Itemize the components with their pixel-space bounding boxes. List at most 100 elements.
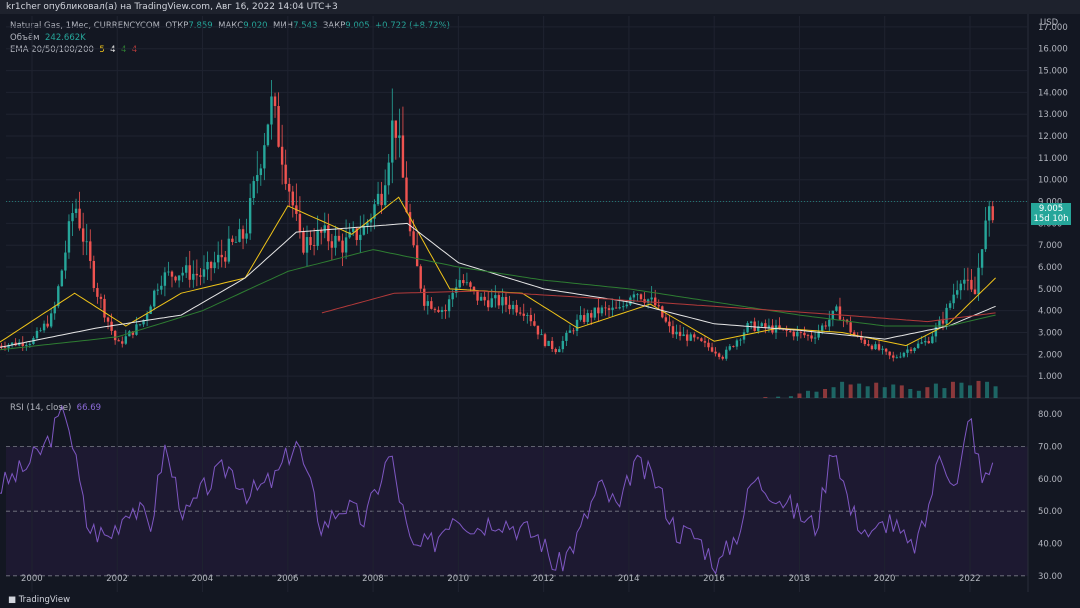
candle-body — [824, 325, 827, 327]
candle-body — [956, 290, 959, 295]
symbol-label[interactable]: Natural Gas, 1Мес, CURRENCYCOM — [10, 21, 160, 31]
bar-countdown: 15d 10h — [1033, 214, 1069, 224]
candle-body — [852, 332, 856, 336]
candle-body — [582, 315, 586, 322]
candle-body — [92, 260, 96, 288]
candle-body — [721, 356, 724, 359]
candle-body — [987, 206, 991, 221]
time-tick-label: 2010 — [447, 574, 469, 584]
candle-body — [181, 272, 184, 276]
candle-body — [799, 331, 803, 333]
rsi-tick-label: 70.00 — [1038, 443, 1062, 453]
candle-body — [238, 229, 241, 242]
volume-bar — [968, 385, 972, 398]
candle-body — [518, 312, 522, 314]
candle-body — [270, 96, 273, 125]
candle-body — [835, 306, 838, 311]
candle-body — [636, 294, 639, 296]
candle-body — [74, 208, 78, 214]
change-value: +0.722 (+8.72%) — [375, 21, 450, 31]
candle-body — [650, 297, 653, 300]
tradingview-logo[interactable]: ■ TradingView — [8, 592, 70, 608]
candle-body — [348, 231, 351, 238]
rsi-line — [0, 404, 994, 575]
candle-body — [501, 297, 504, 306]
candle-body — [803, 332, 806, 336]
time-tick-label: 2004 — [192, 574, 214, 584]
candle-body — [813, 337, 817, 339]
candle-body — [860, 336, 863, 340]
price-tick-label: 17.000 — [1038, 23, 1068, 33]
candle-body — [909, 349, 913, 352]
candle-body — [572, 330, 575, 332]
volume-bar — [840, 381, 845, 398]
candle-body — [700, 338, 703, 342]
candle-body — [611, 307, 614, 310]
candle-body — [888, 351, 891, 356]
candle-body — [49, 313, 53, 327]
candle-body — [714, 351, 717, 354]
candle-body — [504, 297, 508, 305]
candle-body — [160, 285, 163, 290]
candle-body — [916, 343, 920, 348]
candle-body — [46, 323, 49, 327]
candle-body — [497, 295, 501, 306]
time-tick-label: 2022 — [959, 574, 981, 584]
candle-body — [149, 306, 152, 314]
candle-body — [241, 229, 245, 239]
candle-body — [216, 254, 220, 263]
candle-body — [668, 321, 671, 327]
candle-body — [689, 334, 692, 341]
volume-bar — [831, 387, 836, 398]
price-tick-label: 16.000 — [1038, 45, 1068, 55]
candle-body — [103, 298, 106, 318]
volume-value: 242.662K — [45, 33, 86, 43]
volume-bar — [814, 391, 819, 398]
ema50-line — [0, 222, 996, 348]
candle-body — [206, 261, 209, 270]
candle-body — [703, 341, 707, 343]
candle-body — [21, 342, 24, 346]
candle-body — [85, 241, 88, 243]
time-tick-label: 2012 — [533, 574, 555, 584]
volume-bar — [959, 382, 964, 398]
candle-body — [263, 145, 266, 169]
volume-bar — [942, 388, 947, 398]
candle-body — [870, 345, 874, 350]
time-tick-label: 2000 — [21, 574, 43, 584]
candle-body — [526, 314, 529, 316]
price-tick-label: 15.000 — [1038, 67, 1068, 77]
candle-body — [820, 325, 824, 332]
candle-body — [664, 317, 668, 322]
candle-body — [931, 336, 934, 344]
candle-body — [487, 300, 490, 308]
candle-body — [0, 345, 3, 348]
candle-body — [945, 307, 948, 324]
candle-body — [227, 238, 231, 262]
price-tick-label: 6.000 — [1038, 263, 1062, 273]
candle-body — [224, 257, 227, 262]
candle-body — [81, 228, 85, 242]
time-tick-label: 2018 — [788, 574, 810, 584]
volume-bar — [993, 386, 998, 398]
candle-body — [298, 213, 302, 232]
candle-body — [220, 254, 223, 258]
candle-body — [632, 294, 636, 298]
candle-body — [895, 357, 899, 359]
candle-body — [401, 135, 405, 178]
ema-label[interactable]: EMA 20/50/100/200 — [10, 45, 94, 55]
candle-body — [927, 341, 930, 344]
candle-body — [337, 235, 341, 241]
volume-bar — [797, 393, 802, 398]
candle-body — [671, 326, 675, 335]
volume-label[interactable]: Объём — [10, 33, 40, 43]
candle-body — [558, 349, 561, 353]
open-label: ОТКР — [165, 21, 189, 31]
candle-body — [145, 313, 149, 320]
candle-body — [725, 349, 728, 359]
rsi-label[interactable]: RSI (14, close) — [10, 403, 72, 413]
candle-body — [654, 297, 657, 306]
candle-body — [277, 106, 280, 147]
candle-body — [494, 295, 497, 299]
